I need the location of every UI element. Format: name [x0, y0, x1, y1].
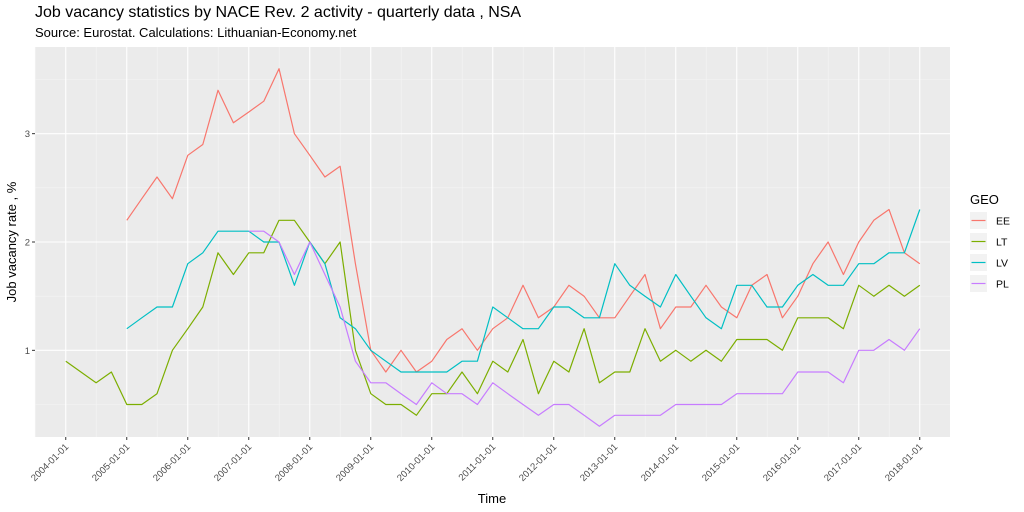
legend-label: PL [996, 279, 1009, 291]
x-tick-label: 2010-01-01 [395, 442, 437, 484]
series-layer [65, 68, 921, 427]
y-axis-title: Job vacancy rate , % [4, 181, 19, 302]
x-tick-label: 2007-01-01 [212, 442, 254, 484]
x-tick-label: 2013-01-01 [578, 442, 620, 484]
x-tick-label: 2012-01-01 [517, 442, 559, 484]
y-axis: 1 2 3 [25, 129, 35, 357]
legend-label: EE [996, 216, 1010, 228]
legend-item-lt: LT [970, 233, 1008, 250]
chart-title: Job vacancy statistics by NACE Rev. 2 ac… [35, 4, 522, 21]
legend-item-lv: LV [970, 254, 1008, 271]
x-tick-label: 2009-01-01 [334, 442, 376, 484]
x-tick-label: 2015-01-01 [700, 442, 742, 484]
legend-label: LV [996, 258, 1008, 270]
major-gridlines [35, 47, 950, 437]
y-tick-label: 3 [25, 129, 30, 140]
series-line-lv [126, 209, 921, 373]
x-tick-label: 2014-01-01 [639, 442, 681, 484]
legend-title: GEO [970, 192, 999, 207]
y-tick-label: 1 [25, 346, 30, 357]
series-line-pl [248, 230, 921, 427]
legend-label: LT [996, 237, 1008, 249]
y-tick-label: 2 [25, 238, 30, 249]
x-tick-label: 2008-01-01 [273, 442, 315, 484]
x-axis-title: Time [478, 491, 506, 506]
series-line-lt [65, 219, 921, 416]
x-axis: 2004-01-01 2005-01-01 2006-01-01 2007-01-01… [29, 437, 925, 484]
legend: GEO EE LT LV PL [970, 192, 1010, 292]
chart-subtitle: Source: Eurostat. Calculations: Lithuani… [35, 25, 357, 40]
x-tick-label: 2018-01-01 [883, 442, 925, 484]
x-tick-label: 2004-01-01 [29, 442, 71, 484]
legend-item-ee: EE [970, 212, 1010, 229]
x-tick-label: 2017-01-01 [822, 442, 864, 484]
x-tick-label: 2006-01-01 [151, 442, 193, 484]
series-line-ee [126, 68, 921, 373]
x-tick-label: 2016-01-01 [761, 442, 803, 484]
legend-item-pl: PL [970, 275, 1009, 292]
x-tick-label: 2011-01-01 [457, 442, 499, 484]
x-tick-label: 2005-01-01 [90, 442, 132, 484]
